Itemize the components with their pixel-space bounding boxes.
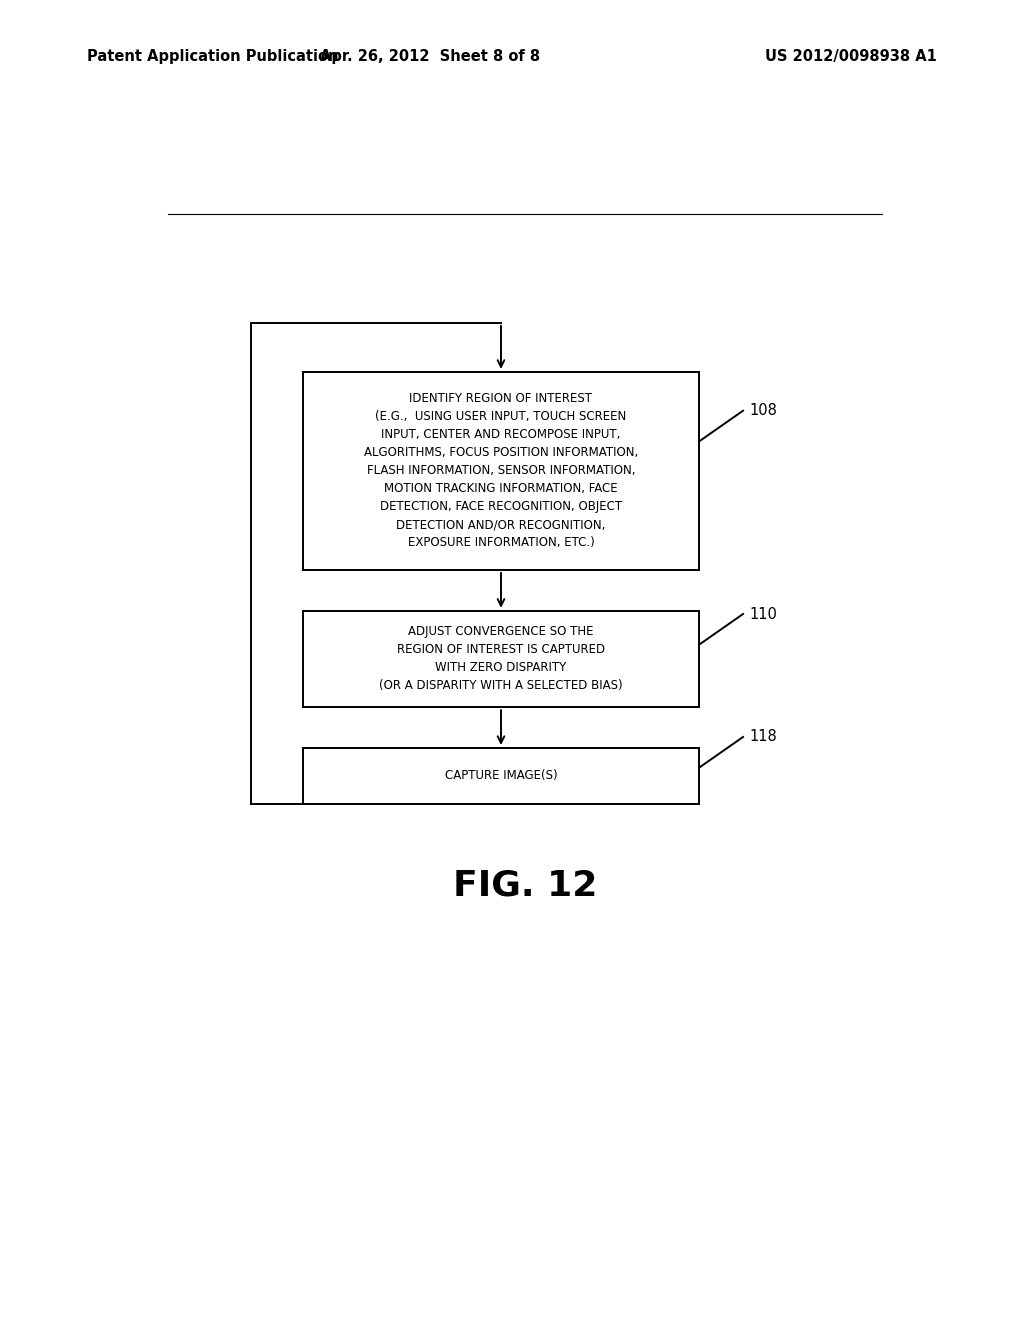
Text: CAPTURE IMAGE(S): CAPTURE IMAGE(S) xyxy=(444,770,557,783)
Text: US 2012/0098938 A1: US 2012/0098938 A1 xyxy=(765,49,937,63)
Text: Apr. 26, 2012  Sheet 8 of 8: Apr. 26, 2012 Sheet 8 of 8 xyxy=(321,49,540,63)
Text: Patent Application Publication: Patent Application Publication xyxy=(87,49,339,63)
Bar xyxy=(303,748,699,804)
Text: 108: 108 xyxy=(750,403,777,418)
Bar xyxy=(303,372,699,570)
Bar xyxy=(303,611,699,708)
Text: IDENTIFY REGION OF INTEREST
(E.G.,  USING USER INPUT, TOUCH SCREEN
INPUT, CENTER: IDENTIFY REGION OF INTEREST (E.G., USING… xyxy=(364,392,638,549)
Text: 118: 118 xyxy=(750,730,777,744)
Text: FIG. 12: FIG. 12 xyxy=(453,869,597,902)
Text: ADJUST CONVERGENCE SO THE
REGION OF INTEREST IS CAPTURED
WITH ZERO DISPARITY
(OR: ADJUST CONVERGENCE SO THE REGION OF INTE… xyxy=(379,626,623,693)
Text: 110: 110 xyxy=(750,606,777,622)
